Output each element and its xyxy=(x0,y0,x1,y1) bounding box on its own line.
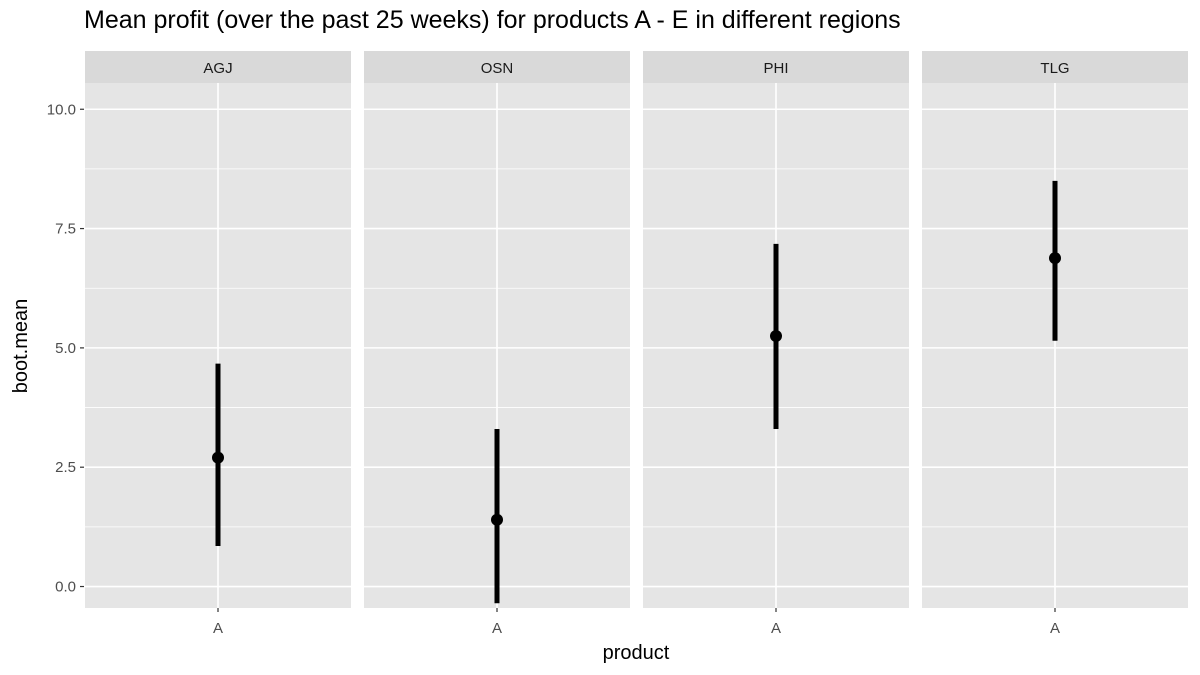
facet-panel-agj: AGJ A xyxy=(85,51,351,637)
facet-panel-tlg: TLG A xyxy=(922,51,1188,637)
y-tick-label: 5.0 xyxy=(55,340,76,357)
x-axis-title: product xyxy=(603,642,670,664)
x-tick-label: A xyxy=(1050,620,1060,637)
mean-point xyxy=(1049,252,1061,265)
facet-panel-osn: OSN A xyxy=(364,51,630,637)
y-tick-label: 7.5 xyxy=(55,221,76,238)
mean-point xyxy=(212,451,224,464)
y-tick-label: 10.0 xyxy=(47,101,76,118)
y-tick-label: 2.5 xyxy=(55,459,76,476)
facet-panel-phi: PHI A xyxy=(643,51,909,637)
facet-strip xyxy=(85,51,351,83)
x-tick-label: A xyxy=(492,620,502,637)
y-axis: 0.0 2.5 5.0 7.5 10.0 xyxy=(47,101,84,596)
x-tick-label: A xyxy=(213,620,223,637)
facet-strip-label: AGJ xyxy=(203,60,232,77)
facet-strip xyxy=(643,51,909,83)
y-axis-title: boot.mean xyxy=(10,299,32,394)
x-tick-label: A xyxy=(771,620,781,637)
chart-title: Mean profit (over the past 25 weeks) for… xyxy=(84,6,901,34)
mean-point xyxy=(770,329,782,342)
facet-strip xyxy=(364,51,630,83)
facet-strip-label: PHI xyxy=(763,60,788,77)
mean-point xyxy=(491,513,503,526)
facet-panels: AGJ A OSN A PHI A TLG A xyxy=(85,51,1188,637)
facet-strip-label: TLG xyxy=(1040,60,1069,77)
facet-strip xyxy=(922,51,1188,83)
y-tick-label: 0.0 xyxy=(55,579,76,596)
facet-strip-label: OSN xyxy=(481,60,514,77)
